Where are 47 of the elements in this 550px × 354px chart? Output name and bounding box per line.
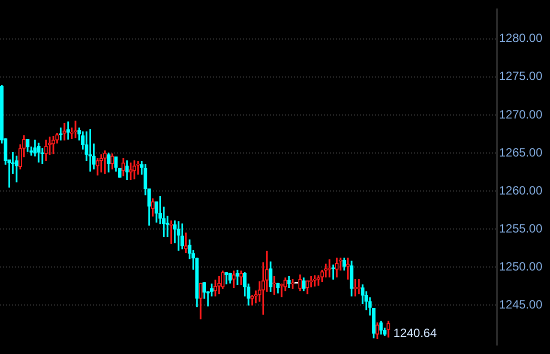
y-tick-label: 1255.00 bbox=[499, 221, 543, 236]
y-tick-label: 1250.00 bbox=[499, 259, 543, 274]
candlestick bbox=[217, 276, 221, 294]
candlestick bbox=[106, 152, 110, 172]
candlestick bbox=[272, 276, 276, 295]
candlestick bbox=[236, 270, 240, 286]
candlestick bbox=[44, 140, 48, 161]
candlestick bbox=[122, 158, 126, 176]
candlestick bbox=[26, 139, 30, 152]
candlestick bbox=[386, 320, 390, 338]
candlestick bbox=[99, 154, 104, 172]
candlestick bbox=[66, 122, 70, 140]
annotation: 1240.64 bbox=[393, 326, 438, 340]
y-tick-label: 1265.00 bbox=[499, 145, 543, 160]
candlestick bbox=[110, 153, 114, 170]
candlestick bbox=[224, 272, 228, 284]
candlestick bbox=[14, 156, 18, 182]
candlestick bbox=[353, 279, 358, 296]
candlestick bbox=[335, 258, 339, 278]
candlestick bbox=[287, 276, 291, 288]
y-tick-label: 1275.00 bbox=[499, 69, 543, 84]
candlestick bbox=[96, 158, 100, 176]
candlestick bbox=[357, 279, 361, 294]
y-tick-label: 1245.00 bbox=[499, 298, 543, 312]
candlestick bbox=[62, 123, 66, 140]
candlestick bbox=[128, 162, 133, 180]
candlestick bbox=[302, 278, 306, 292]
candlestick bbox=[290, 279, 295, 289]
candlestick bbox=[379, 320, 383, 334]
candlestick bbox=[125, 160, 129, 180]
y-tick-label: 1260.00 bbox=[499, 183, 543, 198]
y-tick-label: 1270.00 bbox=[499, 107, 543, 122]
candlestick bbox=[298, 274, 302, 292]
candlestick bbox=[210, 284, 214, 296]
candlestick bbox=[350, 260, 354, 296]
y-tick-label: 1280.00 bbox=[499, 31, 543, 46]
candlestick bbox=[280, 284, 284, 298]
candlestick bbox=[328, 259, 332, 278]
candlestick bbox=[268, 262, 272, 292]
candlestick bbox=[176, 221, 180, 251]
candlestick bbox=[103, 150, 107, 174]
candlestick bbox=[276, 282, 280, 294]
candlestick bbox=[136, 161, 140, 175]
candlestick bbox=[376, 322, 380, 340]
candlestick bbox=[239, 270, 243, 286]
candlestick bbox=[132, 160, 136, 180]
candlestick bbox=[74, 120, 78, 138]
